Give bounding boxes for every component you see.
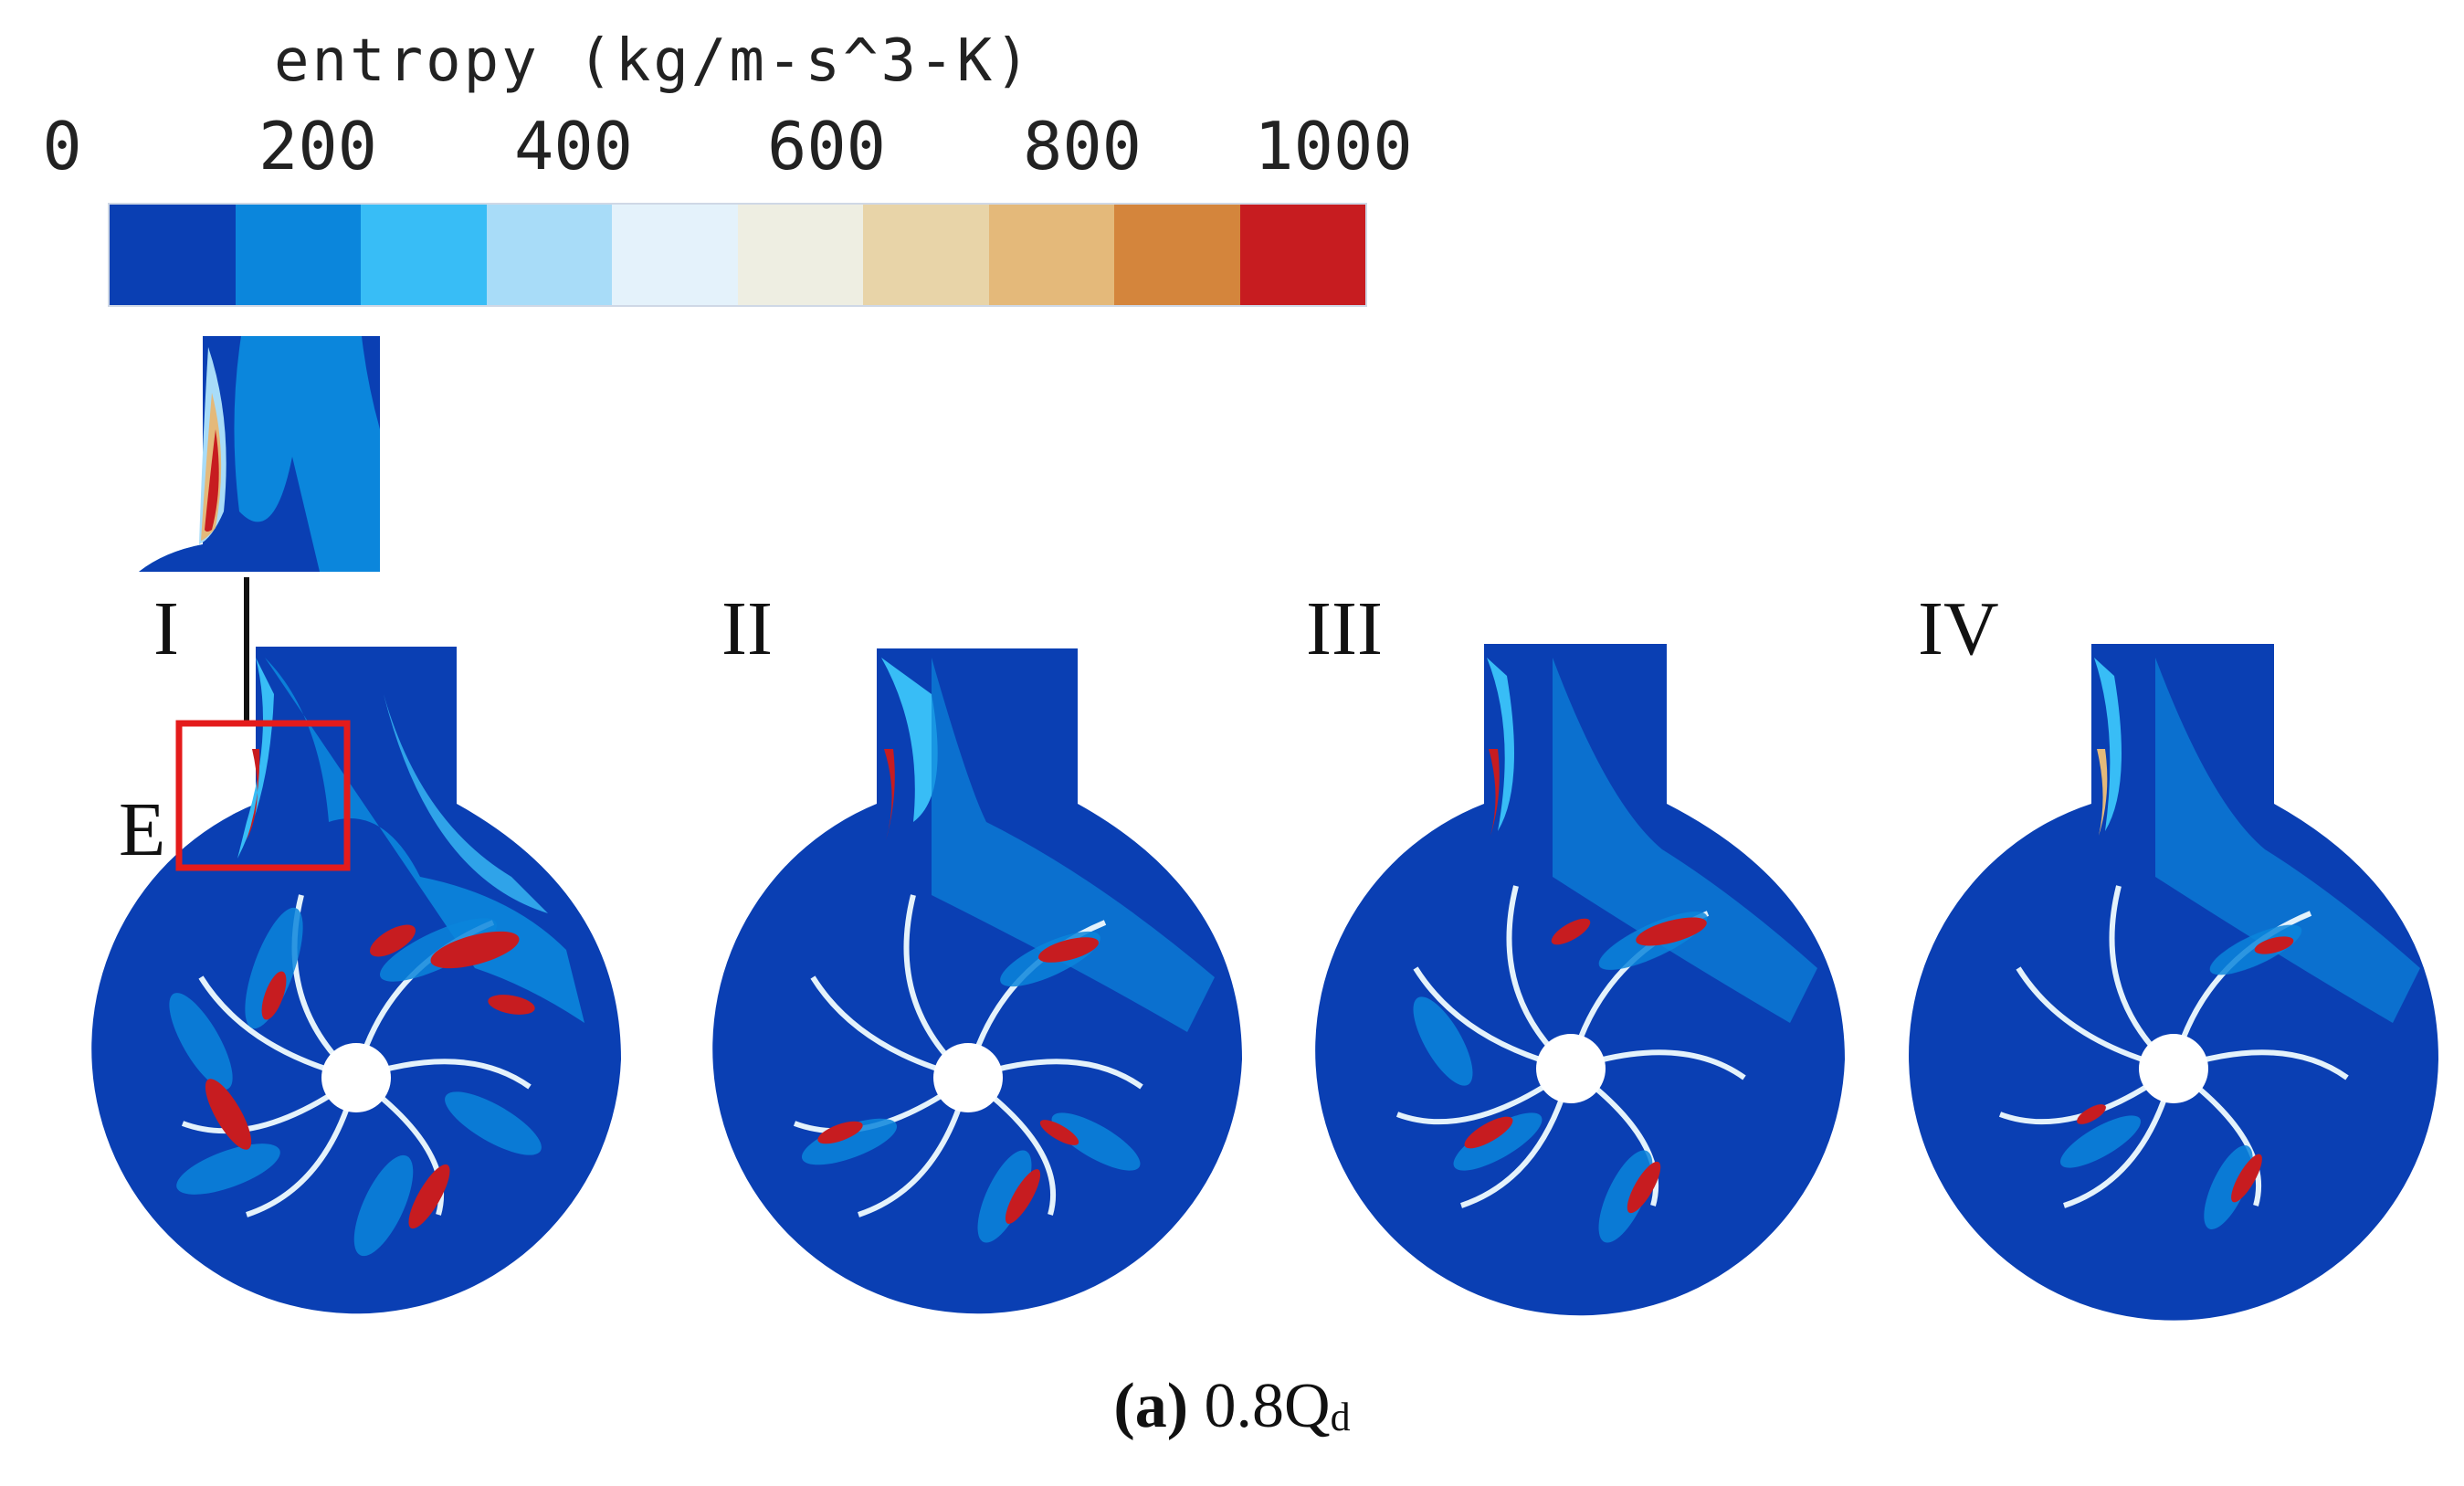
pump-contour-1 [91, 647, 622, 1314]
region-label-e: E [119, 787, 166, 872]
panel-label-iv: IV [1918, 586, 1999, 671]
legend-tick-600: 600 [766, 108, 887, 184]
colorbar-segment [486, 205, 612, 305]
caption-subscript: d [1330, 1395, 1351, 1439]
legend-tick-1000: 1000 [1254, 108, 1413, 184]
legend-tick-200: 200 [258, 108, 378, 184]
colorbar-segment [1114, 205, 1240, 305]
legend-tick-0: 0 [42, 108, 82, 184]
colorbar-segment [1239, 205, 1365, 305]
caption-letter: (a) [1113, 1371, 1189, 1441]
pump-contour-4 [1909, 644, 2438, 1321]
colorbar-segment [361, 205, 487, 305]
colorbar-segment [110, 205, 236, 305]
colorbar-segment [863, 205, 989, 305]
colorbar-segment [988, 205, 1114, 305]
colorbar-segment [235, 205, 361, 305]
region-e-highlight [175, 720, 351, 871]
zoom-inset [139, 336, 380, 572]
pump-contour-3 [1315, 644, 1845, 1316]
panel-label-ii: II [721, 586, 773, 671]
panel-label-iii: III [1306, 586, 1383, 671]
figure-caption: (a) 0.8Qd [0, 1370, 2464, 1443]
colorbar-segment [737, 205, 863, 305]
legend-title: entropy (kg/m-s^3-K) [274, 27, 1033, 95]
caption-flow: 0.8Q [1204, 1371, 1331, 1441]
entropy-colorbar [108, 203, 1367, 307]
panel-label-i: I [153, 586, 179, 671]
legend-tick-400: 400 [513, 108, 634, 184]
legend-tick-800: 800 [1022, 108, 1142, 184]
pump-contour-2 [712, 648, 1242, 1314]
colorbar-segment [612, 205, 738, 305]
